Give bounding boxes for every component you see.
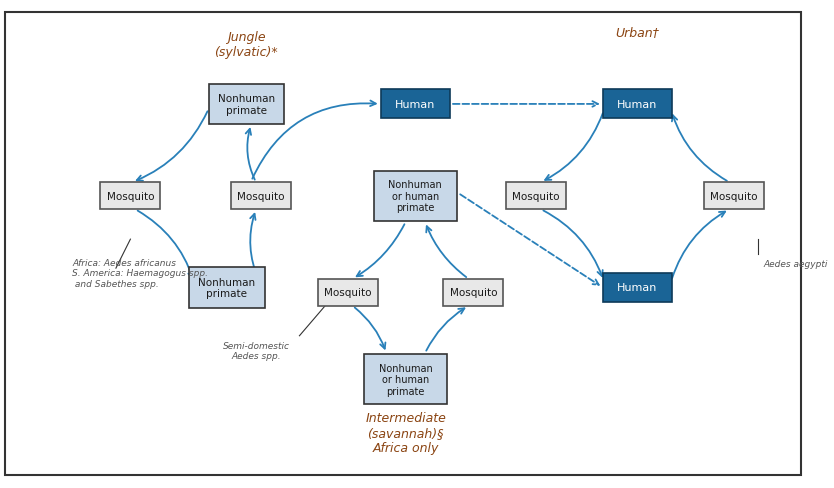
Text: Mosquito: Mosquito bbox=[107, 191, 154, 201]
Text: Mosquito: Mosquito bbox=[711, 191, 758, 201]
Text: Mosquito: Mosquito bbox=[324, 288, 371, 298]
Text: Mosquito: Mosquito bbox=[512, 191, 560, 201]
Text: Semi-domestic
Aedes spp.: Semi-domestic Aedes spp. bbox=[223, 341, 289, 360]
Text: Nonhuman
or human
primate: Nonhuman or human primate bbox=[389, 180, 442, 213]
FancyBboxPatch shape bbox=[506, 183, 566, 210]
FancyBboxPatch shape bbox=[374, 171, 457, 222]
Text: Urban†: Urban† bbox=[615, 26, 660, 39]
FancyBboxPatch shape bbox=[231, 183, 291, 210]
Text: Intermediate
(savannah)§
Africa only: Intermediate (savannah)§ Africa only bbox=[365, 411, 446, 454]
Text: Human: Human bbox=[617, 283, 658, 293]
FancyBboxPatch shape bbox=[318, 279, 378, 306]
Text: Human: Human bbox=[395, 100, 435, 110]
FancyBboxPatch shape bbox=[5, 13, 801, 475]
FancyBboxPatch shape bbox=[189, 267, 264, 308]
FancyBboxPatch shape bbox=[380, 90, 450, 119]
Text: Nonhuman
or human
primate: Nonhuman or human primate bbox=[379, 363, 433, 396]
Text: Africa: Aedes africanus
S. America: Haemagogus spp.
 and Sabethes spp.: Africa: Aedes africanus S. America: Haem… bbox=[73, 259, 208, 288]
FancyBboxPatch shape bbox=[208, 84, 284, 125]
Text: Jungle
(sylvatic)*: Jungle (sylvatic)* bbox=[214, 31, 278, 59]
Text: Mosquito: Mosquito bbox=[450, 288, 497, 298]
FancyBboxPatch shape bbox=[100, 183, 160, 210]
FancyBboxPatch shape bbox=[603, 273, 672, 303]
FancyBboxPatch shape bbox=[364, 354, 447, 405]
FancyBboxPatch shape bbox=[603, 90, 672, 119]
FancyBboxPatch shape bbox=[704, 183, 764, 210]
Text: Nonhuman
primate: Nonhuman primate bbox=[198, 277, 255, 299]
Text: Mosquito: Mosquito bbox=[237, 191, 284, 201]
FancyBboxPatch shape bbox=[444, 279, 503, 306]
Text: Human: Human bbox=[617, 100, 658, 110]
Text: Nonhuman
primate: Nonhuman primate bbox=[218, 94, 275, 116]
Text: Aedes aegypti: Aedes aegypti bbox=[763, 259, 827, 268]
